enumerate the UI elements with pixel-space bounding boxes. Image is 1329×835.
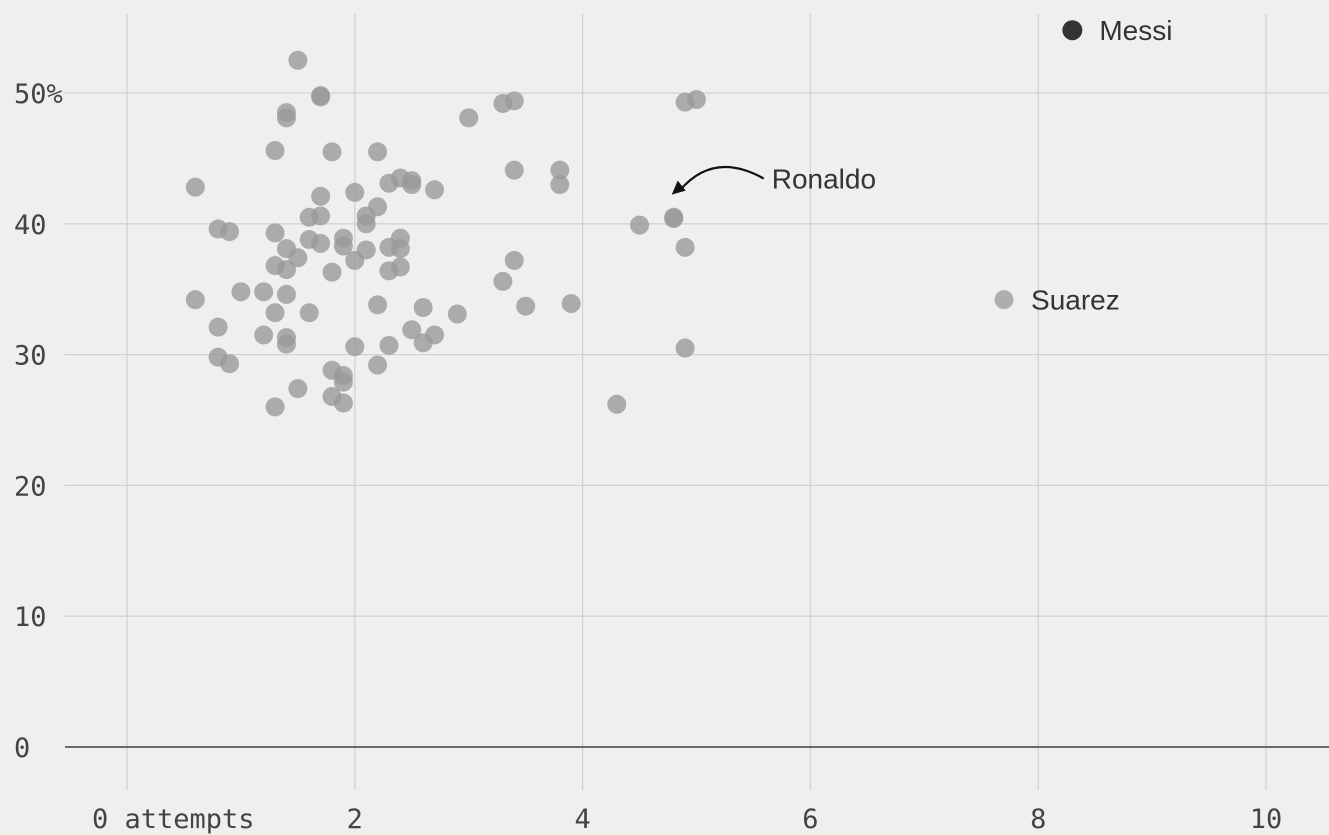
data-point: [333, 393, 353, 413]
data-point: [368, 142, 388, 162]
data-point: [459, 108, 479, 128]
data-point: [550, 160, 570, 180]
x-tick-label: 6: [802, 804, 818, 835]
y-tick-label: 10: [14, 602, 47, 633]
x-tick-label: 10: [1250, 804, 1283, 835]
data-point: [345, 337, 365, 357]
data-point: [447, 304, 467, 324]
data-points: [185, 20, 1083, 417]
x-tick-label: 4: [574, 804, 590, 835]
data-point: [333, 372, 353, 392]
label-messi: Messi: [1099, 15, 1172, 46]
data-point: [276, 103, 296, 123]
data-point: [687, 90, 706, 110]
y-tick-label: 20: [14, 471, 47, 502]
ronaldo-arrow: [678, 166, 765, 192]
data-point: [288, 50, 308, 70]
data-point: [413, 298, 433, 318]
annotations: Messi Ronaldo Suarez: [671, 15, 1172, 316]
data-point: [356, 240, 376, 260]
data-point: [607, 394, 627, 414]
data-point: [322, 262, 342, 282]
data-point: [276, 260, 296, 280]
data-point: [220, 354, 240, 374]
data-point: [265, 223, 285, 243]
data-point: [425, 180, 445, 200]
data-point: [561, 294, 581, 314]
data-point: [288, 248, 308, 268]
ronaldo-arrow-head: [671, 180, 686, 195]
data-point: [333, 228, 353, 248]
data-point: [368, 355, 388, 375]
data-point: [402, 175, 422, 195]
data-point: [185, 177, 205, 197]
data-point: [550, 175, 570, 195]
point-ronaldo: [664, 209, 684, 229]
data-point: [265, 397, 285, 417]
y-tick-label: 30: [14, 341, 47, 372]
data-point: [425, 325, 445, 345]
data-point: [254, 282, 274, 302]
data-point: [322, 142, 342, 162]
data-point: [675, 237, 695, 257]
tick-labels: 0 10 20 30 40 50% 0 attempts 2 4 6 8 10: [14, 79, 1282, 835]
data-point: [265, 303, 285, 323]
data-point: [345, 182, 365, 202]
data-point: [368, 295, 388, 315]
data-point: [231, 282, 251, 302]
data-point: [504, 160, 524, 180]
y-tick-label: 50%: [14, 79, 63, 110]
data-point: [208, 317, 228, 337]
data-point: [311, 233, 331, 253]
data-point: [185, 290, 205, 310]
data-point: [516, 296, 536, 316]
data-point: [311, 186, 331, 206]
data-point: [288, 379, 308, 399]
data-point: [402, 320, 422, 340]
data-point: [311, 86, 331, 106]
data-point: [276, 334, 296, 354]
point-messi: [1062, 20, 1083, 41]
data-point: [675, 338, 695, 358]
data-point: [630, 215, 650, 235]
data-point: [265, 141, 285, 161]
label-ronaldo: Ronaldo: [772, 164, 876, 195]
data-point: [379, 335, 399, 355]
data-point: [504, 250, 524, 270]
data-point: [390, 257, 410, 277]
grid-layer: [65, 14, 1329, 790]
x-tick-label: 0 attempts: [92, 804, 255, 835]
data-point: [493, 271, 513, 291]
data-point: [390, 239, 410, 259]
data-point: [299, 303, 319, 323]
x-tick-label: 8: [1030, 804, 1046, 835]
point-suarez: [994, 290, 1014, 310]
x-tick-label: 2: [347, 804, 363, 835]
data-point: [276, 284, 296, 304]
data-point: [254, 325, 274, 345]
y-tick-label: 40: [14, 210, 47, 241]
data-point: [220, 222, 240, 242]
data-point: [368, 197, 388, 217]
label-suarez: Suarez: [1031, 285, 1120, 316]
data-point: [311, 206, 331, 226]
data-point: [504, 91, 524, 111]
y-tick-label: 0: [14, 733, 30, 764]
